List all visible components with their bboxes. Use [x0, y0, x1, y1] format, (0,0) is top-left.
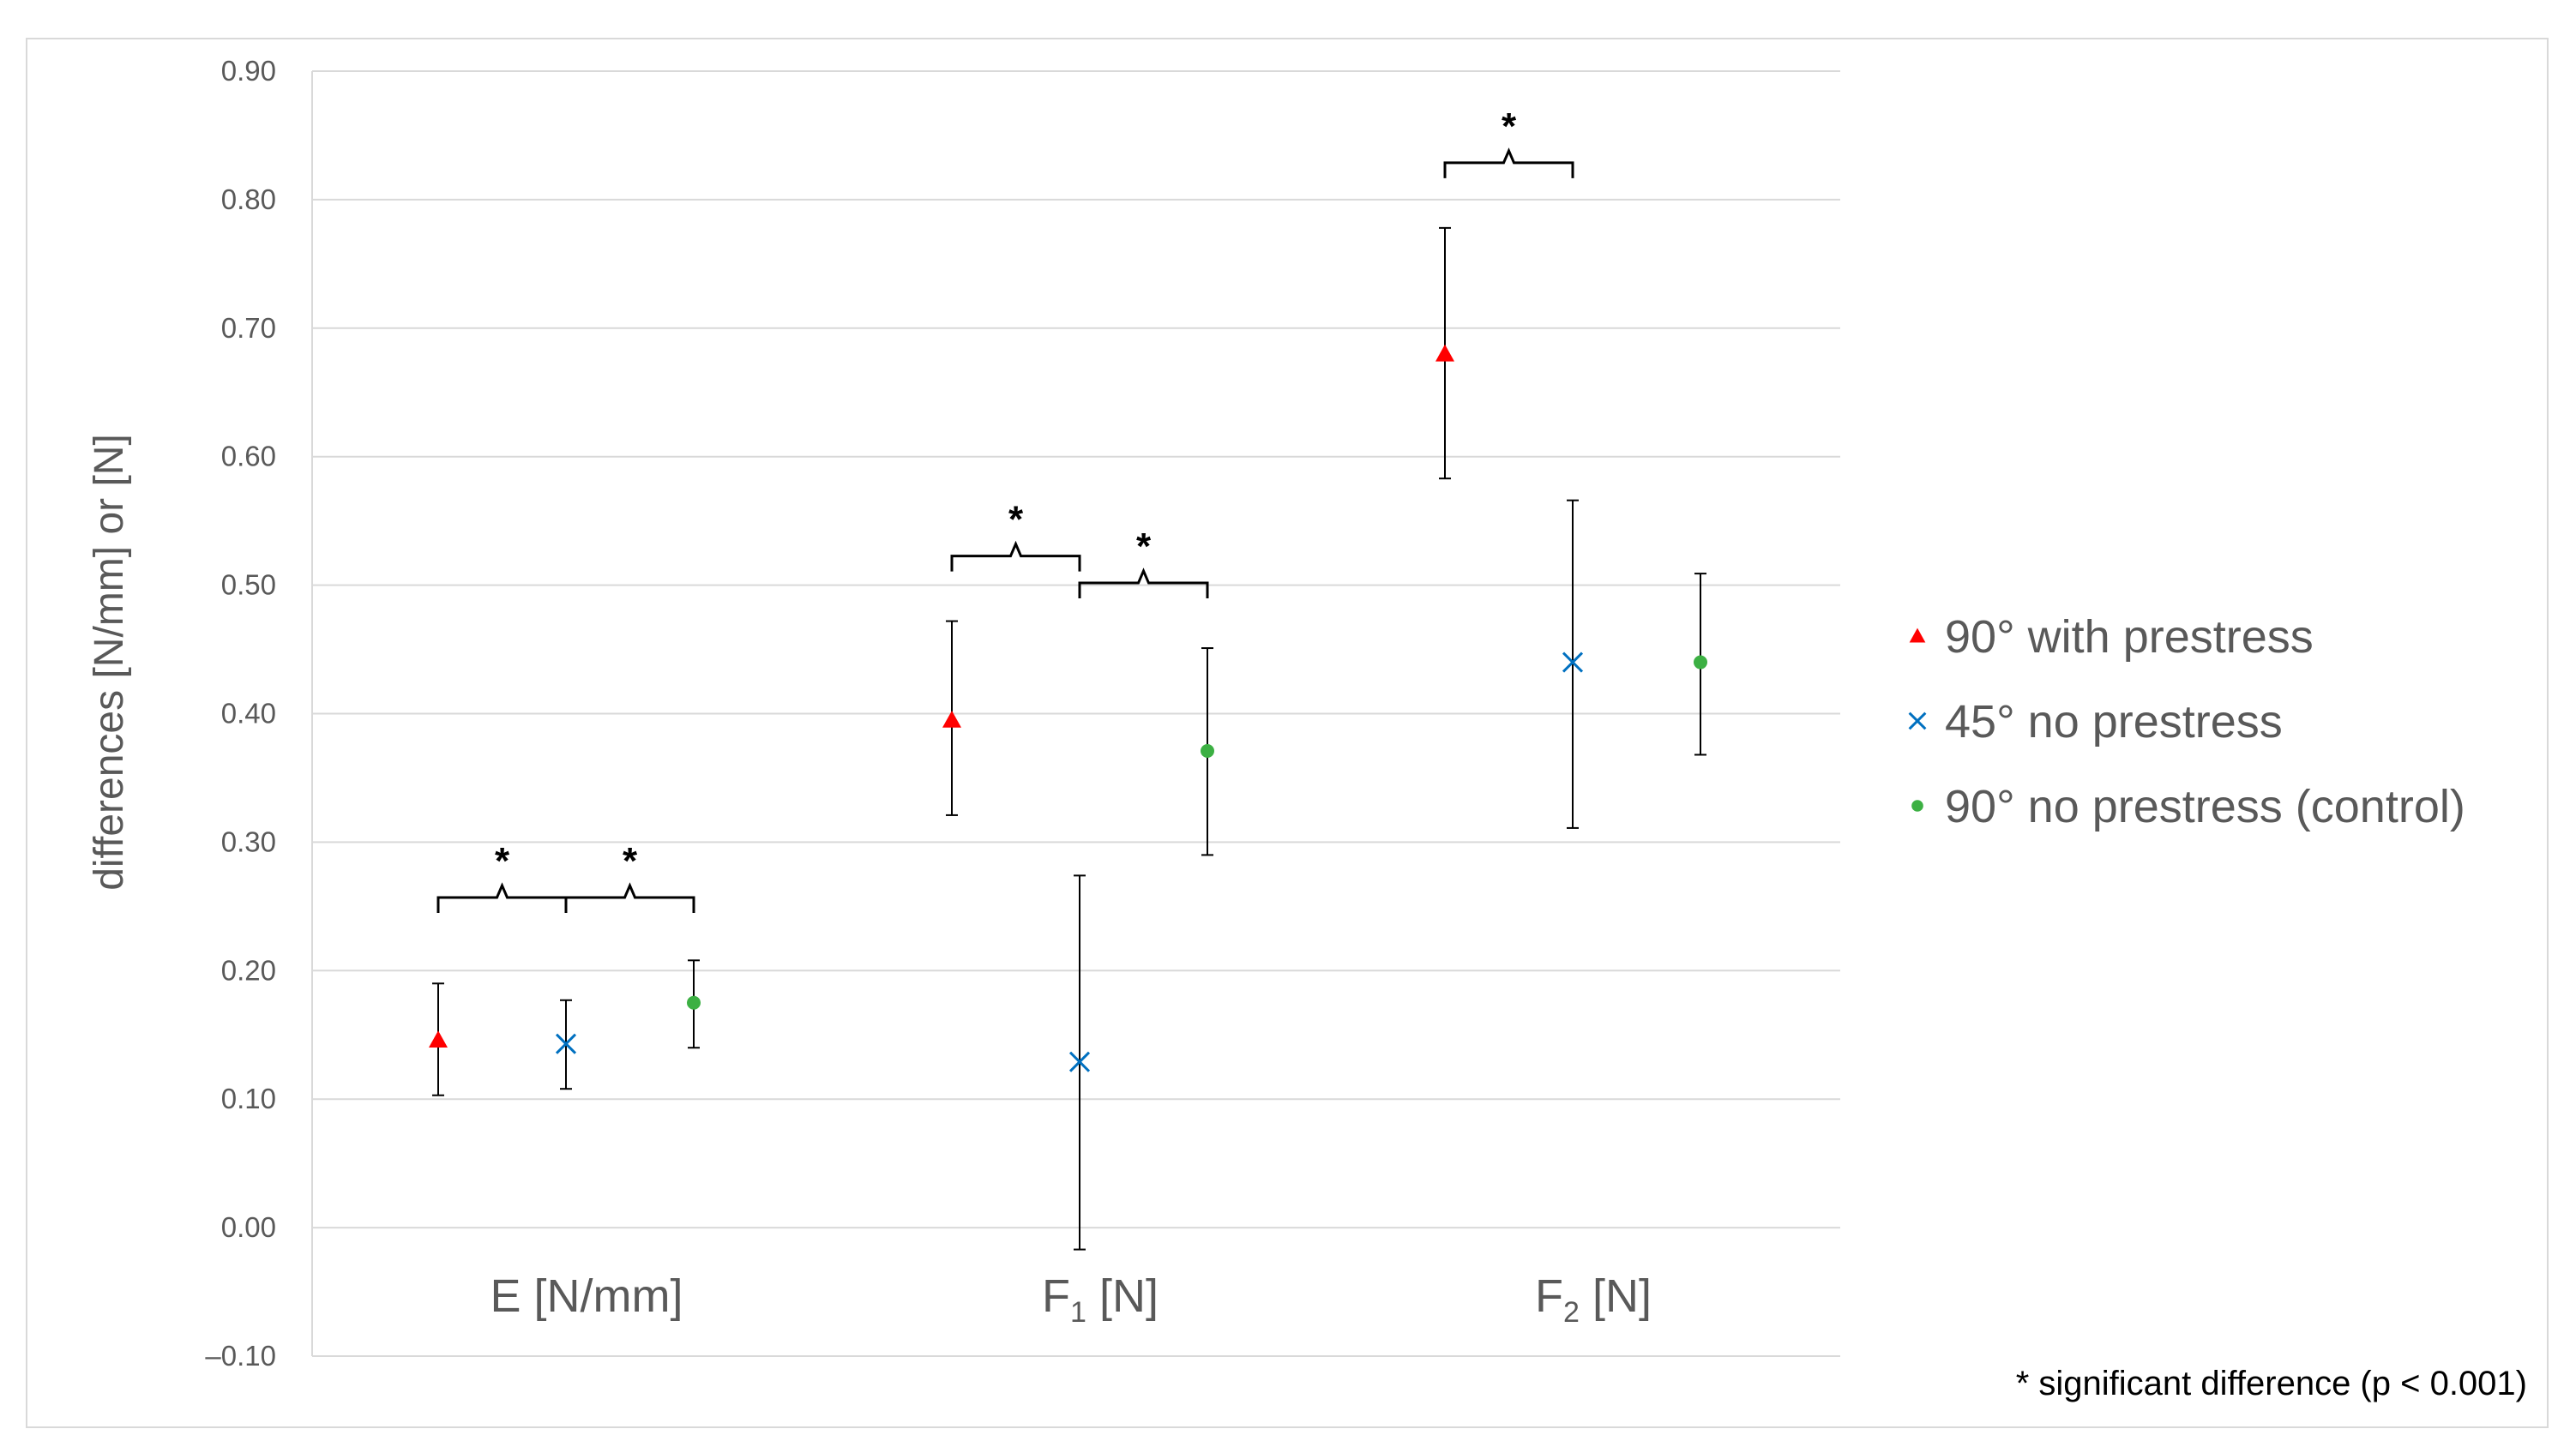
data-point-circle — [687, 995, 701, 1010]
legend-marker-x — [1908, 711, 1927, 730]
chart-frame — [26, 38, 2549, 1428]
significance-star: * — [1136, 525, 1152, 567]
legend-marker-triangle — [1909, 627, 1926, 643]
data-point-triangle — [1435, 344, 1454, 362]
legend-label: 45° no prestress — [1945, 696, 2283, 748]
significance-bracket — [1078, 567, 1209, 599]
y-tick-label: 0.10 — [221, 1083, 276, 1114]
y-tick-label: 0.30 — [221, 826, 276, 857]
significance-star: * — [1008, 499, 1024, 541]
data-point-triangle — [942, 710, 961, 728]
significance-bracket — [436, 882, 568, 913]
data-point-x — [1562, 651, 1584, 673]
y-tick-label: 0.00 — [221, 1211, 276, 1243]
legend-label: 90° no prestress (control) — [1945, 781, 2465, 832]
data-point-x — [555, 1033, 577, 1054]
y-axis-label: differences [N/mm] or [N] — [87, 434, 132, 891]
y-tick-label: –0.10 — [205, 1340, 276, 1372]
x-category-label: E [N/mm] — [491, 1270, 683, 1322]
y-tick-label: 0.50 — [221, 569, 276, 601]
y-tick-label: 0.40 — [221, 698, 276, 730]
x-category-label: F1 [N] — [1042, 1270, 1159, 1329]
y-tick-label: 0.60 — [221, 441, 276, 472]
data-point-triangle — [429, 1030, 448, 1048]
data-point-circle — [1201, 743, 1214, 758]
legend-marker-circle — [1911, 800, 1923, 812]
significance-star: * — [623, 840, 638, 882]
data-point-circle — [1694, 655, 1707, 669]
y-tick-label: 0.70 — [221, 312, 276, 344]
y-tick-label: 0.90 — [221, 55, 276, 87]
significance-note: * significant difference (p < 0.001) — [2016, 1365, 2527, 1402]
significance-bracket — [564, 882, 695, 913]
y-tick-label: 0.80 — [221, 183, 276, 215]
significance-bracket — [1443, 147, 1574, 178]
y-tick-label: 0.20 — [221, 954, 276, 986]
significance-bracket — [950, 540, 1081, 572]
significance-star: * — [495, 840, 510, 882]
significance-star: * — [1502, 105, 1517, 147]
data-point-x — [1068, 1051, 1091, 1072]
legend-label: 90° with prestress — [1945, 611, 2314, 663]
x-category-label: F2 [N] — [1535, 1270, 1652, 1329]
